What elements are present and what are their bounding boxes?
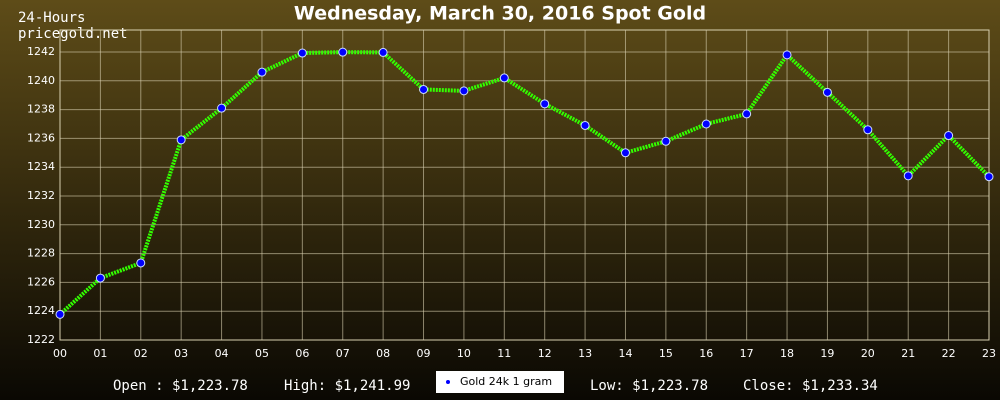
point — [822, 87, 832, 97]
point — [257, 67, 267, 77]
point — [499, 73, 509, 83]
x-tick-label: 02 — [134, 347, 148, 360]
point — [297, 48, 307, 58]
subtitle: pricegold.net — [18, 26, 128, 42]
legend-marker — [446, 380, 450, 384]
legend-box — [436, 371, 564, 393]
point — [378, 47, 388, 57]
plot — [55, 47, 994, 319]
x-tick-label: 03 — [174, 347, 188, 360]
x-tick-label: 04 — [215, 347, 229, 360]
x-tick-label: 23 — [982, 347, 996, 360]
point — [338, 47, 348, 57]
point — [620, 148, 630, 158]
y-tick-label: 1240 — [27, 74, 55, 87]
point — [419, 84, 429, 94]
y-tick-label: 1234 — [27, 160, 55, 173]
point — [580, 120, 590, 130]
x-tick-label: 00 — [53, 347, 67, 360]
x-tick-label: 01 — [93, 347, 107, 360]
point — [782, 50, 792, 60]
legend-label: Gold 24k 1 gram — [460, 375, 552, 388]
y-tick-label: 1238 — [27, 103, 55, 116]
x-tick-label: 12 — [538, 347, 552, 360]
x-tick-label: 17 — [740, 347, 754, 360]
stat-close: Close: $1,233.34 — [743, 378, 878, 394]
x-tick-label: 21 — [901, 347, 915, 360]
point — [701, 119, 711, 129]
point — [176, 135, 186, 145]
x-tick-label: 20 — [861, 347, 875, 360]
point — [95, 273, 105, 283]
x-tick-label: 08 — [376, 347, 390, 360]
point — [863, 125, 873, 135]
y-tick-label: 1224 — [27, 304, 55, 317]
point — [944, 131, 954, 141]
x-tick-label: 07 — [336, 347, 350, 360]
x-tick-label: 16 — [699, 347, 713, 360]
y-tick-label: 1232 — [27, 189, 55, 202]
y-tick-label: 1242 — [27, 45, 55, 58]
point — [217, 103, 227, 113]
x-tick-label: 22 — [942, 347, 956, 360]
x-tick-label: 19 — [820, 347, 834, 360]
chart-title: Wednesday, March 30, 2016 Spot Gold — [294, 3, 706, 25]
x-tick-label: 14 — [618, 347, 632, 360]
subtitle: 24-Hours — [18, 10, 85, 26]
x-tick-label: 18 — [780, 347, 794, 360]
x-tick-label: 11 — [497, 347, 511, 360]
y-tick-label: 1230 — [27, 218, 55, 231]
y-tick-label: 1226 — [27, 275, 55, 288]
y-tick-label: 1228 — [27, 247, 55, 260]
point — [903, 171, 913, 181]
x-tick-label: 15 — [659, 347, 673, 360]
price-line — [58, 50, 991, 316]
point — [661, 136, 671, 146]
stat-high: High: $1,241.99 — [284, 378, 410, 394]
stat-low: Low: $1,223.78 — [590, 378, 708, 394]
point — [984, 172, 994, 182]
point — [540, 99, 550, 109]
y-tick-label: 1236 — [27, 131, 55, 144]
x-tick-label: 10 — [457, 347, 471, 360]
stat-open: Open : $1,223.78 — [113, 378, 248, 394]
point — [459, 86, 469, 96]
x-tick-label: 06 — [295, 347, 309, 360]
y-tick-label: 1222 — [27, 333, 55, 346]
point — [55, 309, 65, 319]
x-tick-label: 09 — [417, 347, 431, 360]
x-tick-label: 13 — [578, 347, 592, 360]
point — [742, 109, 752, 119]
point — [136, 258, 146, 268]
x-tick-label: 05 — [255, 347, 269, 360]
grid: 1222122412261228123012321234123612381240… — [27, 29, 996, 360]
